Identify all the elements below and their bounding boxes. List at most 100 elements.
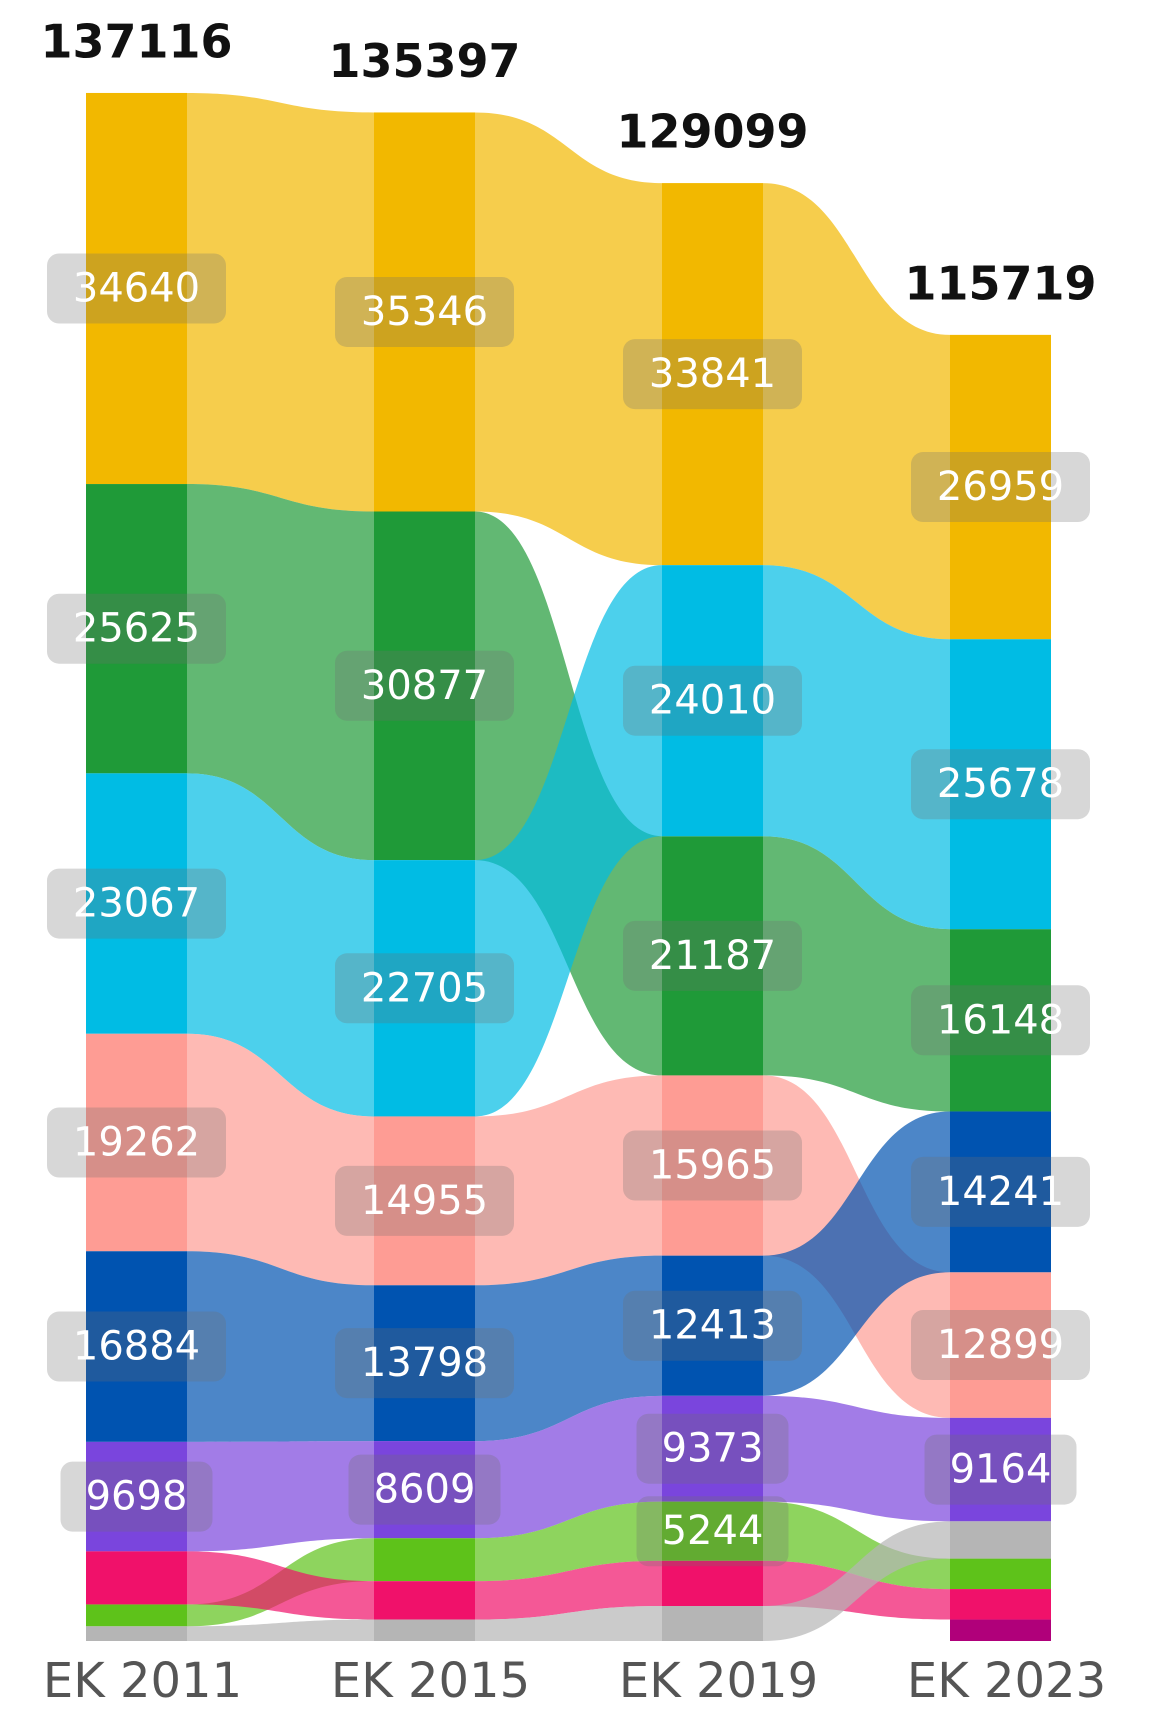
bar-segment bbox=[662, 1395, 763, 1502]
bar-segment bbox=[950, 1417, 1051, 1522]
bar-segment bbox=[662, 1501, 763, 1561]
bar-segment bbox=[86, 1626, 187, 1641]
bar-segment bbox=[950, 334, 1051, 640]
value-label-box bbox=[636, 1413, 789, 1484]
bar-segment bbox=[662, 1255, 763, 1396]
bar-segment bbox=[662, 1606, 763, 1641]
bar-segment bbox=[374, 1581, 475, 1620]
value-label: 14955 bbox=[361, 1178, 488, 1224]
value-label-box bbox=[911, 1156, 1090, 1227]
bar-segment bbox=[86, 1251, 187, 1442]
value-label: 34640 bbox=[73, 266, 200, 312]
value-label-box bbox=[47, 1311, 226, 1382]
value-label: 9698 bbox=[86, 1474, 188, 1520]
flow bbox=[763, 565, 950, 930]
value-label: 35346 bbox=[361, 289, 488, 335]
value-label-box bbox=[60, 1461, 213, 1532]
x-tick-label: EK 2019 bbox=[619, 1653, 818, 1709]
flow bbox=[187, 1251, 374, 1442]
flow bbox=[475, 1501, 662, 1582]
flow bbox=[475, 1606, 662, 1641]
value-label: 16148 bbox=[937, 997, 1064, 1043]
value-label: 25625 bbox=[73, 606, 200, 652]
bar-segment bbox=[374, 1619, 475, 1641]
value-label: 24010 bbox=[649, 678, 776, 724]
bar-segment bbox=[374, 1285, 475, 1442]
x-tick-label: EK 2015 bbox=[331, 1653, 530, 1709]
bar-segment bbox=[374, 1538, 475, 1582]
bar-segment bbox=[374, 511, 475, 861]
flow bbox=[763, 1395, 950, 1522]
value-label-box bbox=[47, 253, 226, 324]
flow bbox=[187, 1619, 374, 1641]
value-label: 8609 bbox=[374, 1467, 476, 1513]
column-total: 137116 bbox=[40, 14, 232, 68]
value-label-box bbox=[47, 868, 226, 939]
bar-segment bbox=[950, 1272, 1051, 1418]
flow bbox=[475, 1560, 662, 1620]
value-label-box bbox=[335, 1165, 514, 1236]
bar-segment bbox=[662, 1560, 763, 1607]
bar-segment bbox=[950, 929, 1051, 1112]
value-label-box bbox=[623, 920, 802, 991]
bar-segment bbox=[86, 773, 187, 1034]
x-tick-label: EK 2023 bbox=[907, 1653, 1106, 1709]
value-label: 30877 bbox=[361, 663, 488, 709]
value-label: 5244 bbox=[662, 1508, 764, 1554]
flow bbox=[763, 183, 950, 640]
value-label: 23067 bbox=[73, 881, 200, 927]
value-label-box bbox=[47, 593, 226, 664]
bar-segment bbox=[950, 1111, 1051, 1273]
value-label-box bbox=[47, 1107, 226, 1178]
value-label: 15965 bbox=[649, 1143, 776, 1189]
flow bbox=[187, 1033, 374, 1286]
bar-segment bbox=[374, 1116, 475, 1286]
bar-segment bbox=[950, 639, 1051, 930]
bar-segment bbox=[86, 1551, 187, 1605]
flow bbox=[475, 1075, 662, 1286]
flow bbox=[187, 92, 374, 512]
flow bbox=[187, 1551, 374, 1620]
flow bbox=[763, 1111, 950, 1396]
value-label: 14241 bbox=[937, 1169, 1064, 1215]
bar-segment bbox=[662, 836, 763, 1076]
bar-segment bbox=[86, 1033, 187, 1252]
value-label: 12899 bbox=[937, 1322, 1064, 1368]
flow bbox=[763, 1521, 950, 1641]
value-label-box bbox=[911, 985, 1090, 1056]
value-label-box bbox=[335, 1328, 514, 1399]
bar-segment bbox=[950, 1558, 1051, 1590]
value-label: 16884 bbox=[73, 1324, 200, 1370]
x-tick-label: EK 2011 bbox=[43, 1653, 242, 1709]
bar-segment bbox=[950, 1589, 1051, 1620]
flow bbox=[475, 1395, 662, 1539]
value-label-box bbox=[348, 1454, 501, 1525]
bar-segment bbox=[86, 1441, 187, 1552]
bar-segment bbox=[86, 484, 187, 774]
value-label-box bbox=[924, 1434, 1077, 1505]
value-label-box bbox=[623, 665, 802, 736]
value-label-box bbox=[623, 1130, 802, 1201]
flow bbox=[475, 1255, 662, 1442]
bar-segment bbox=[662, 183, 763, 566]
value-label: 26959 bbox=[937, 464, 1064, 510]
value-label: 9373 bbox=[662, 1426, 764, 1472]
value-label-box bbox=[623, 1290, 802, 1361]
column-total: 115719 bbox=[904, 256, 1096, 310]
value-label: 19262 bbox=[73, 1120, 200, 1166]
value-label-box bbox=[636, 1496, 789, 1567]
flow bbox=[187, 484, 374, 861]
value-label-box bbox=[335, 953, 514, 1024]
value-label: 22705 bbox=[361, 965, 488, 1011]
value-label-box bbox=[911, 749, 1090, 820]
value-label: 33841 bbox=[649, 351, 776, 397]
column-total: 135397 bbox=[328, 34, 520, 88]
bar-segment bbox=[950, 1619, 1051, 1641]
flows bbox=[187, 92, 950, 1641]
value-label-box bbox=[911, 452, 1090, 523]
value-label: 13798 bbox=[361, 1340, 488, 1386]
flow bbox=[187, 1441, 374, 1552]
value-label-box bbox=[335, 650, 514, 721]
flow bbox=[475, 565, 662, 1117]
